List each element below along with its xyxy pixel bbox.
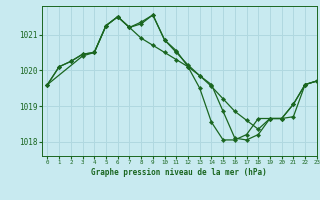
X-axis label: Graphe pression niveau de la mer (hPa): Graphe pression niveau de la mer (hPa) [91,168,267,177]
